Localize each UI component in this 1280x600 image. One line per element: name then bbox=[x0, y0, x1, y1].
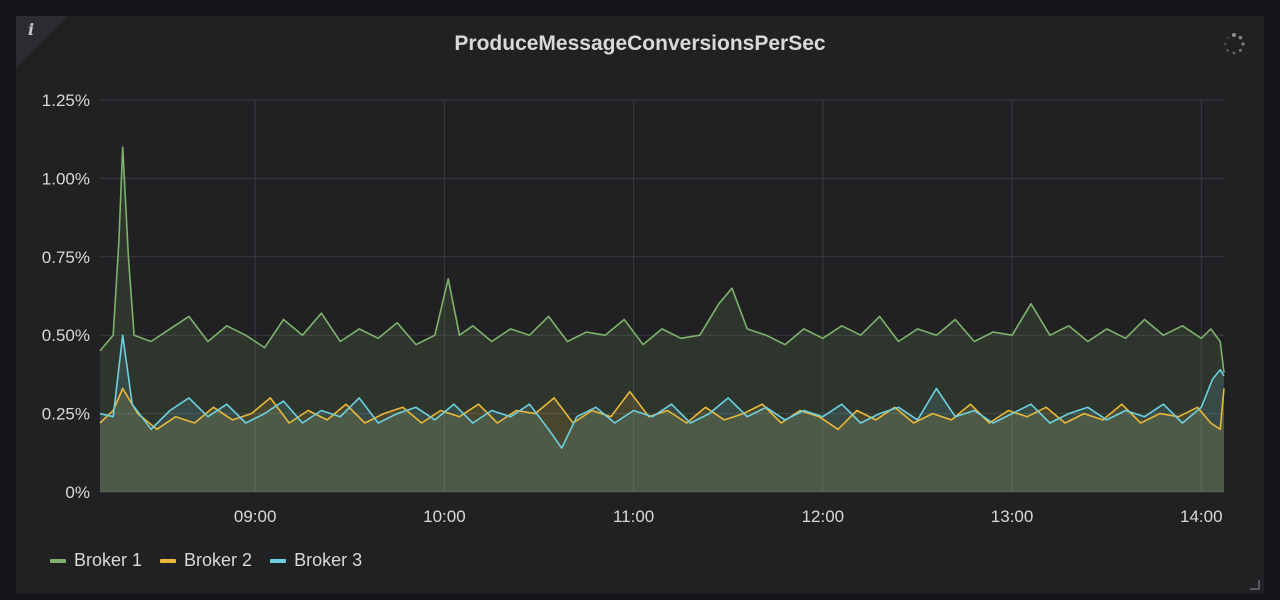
series-area-1 bbox=[100, 147, 1224, 492]
y-tick-label: 1.25% bbox=[42, 91, 90, 110]
x-tick-label: 13:00 bbox=[991, 507, 1034, 526]
spinner-icon bbox=[1223, 33, 1245, 55]
legend-swatch bbox=[270, 558, 287, 563]
x-tick-label: 11:00 bbox=[613, 507, 654, 526]
info-icon[interactable]: i bbox=[28, 20, 35, 39]
series-area-2 bbox=[100, 388, 1224, 492]
legend-swatch bbox=[160, 558, 177, 563]
legend-item-broker-2[interactable]: Broker 2 bbox=[160, 550, 252, 571]
y-tick-label: 0.25% bbox=[42, 405, 90, 424]
x-tick-label: 09:00 bbox=[234, 507, 277, 526]
legend: Broker 1 Broker 2 Broker 3 bbox=[50, 550, 362, 571]
legend-item-broker-1[interactable]: Broker 1 bbox=[50, 550, 142, 571]
x-tick-label: 12:00 bbox=[802, 507, 845, 526]
resize-handle[interactable] bbox=[1250, 580, 1260, 590]
graph-panel: i ProduceMessageConversionsPerSec 0% 0.25… bbox=[16, 16, 1264, 594]
panel-title[interactable]: ProduceMessageConversionsPerSec bbox=[454, 32, 826, 55]
y-tick-label: 0% bbox=[65, 483, 90, 502]
x-tick-label: 10:00 bbox=[423, 507, 466, 526]
legend-label: Broker 2 bbox=[184, 550, 253, 570]
info-corner[interactable] bbox=[16, 16, 68, 68]
legend-swatch bbox=[50, 558, 66, 563]
legend-label: Broker 1 bbox=[74, 550, 143, 570]
y-tick-label: 1.00% bbox=[42, 169, 90, 188]
x-tick-label: 14:00 bbox=[1180, 507, 1223, 526]
series-line-3[interactable] bbox=[99, 334, 1225, 449]
series-line-1[interactable] bbox=[99, 146, 1225, 373]
y-tick-label: 0.75% bbox=[42, 248, 90, 267]
y-tick-label: 0.50% bbox=[42, 326, 90, 345]
legend-label: Broker 3 bbox=[294, 550, 363, 570]
legend-item-broker-3[interactable]: Broker 3 bbox=[270, 550, 362, 571]
chart: 0% 0.25% 0.50% 0.75% 1.00% 1.25% 09:00 10:00 11… bbox=[42, 91, 1225, 526]
series-area-3 bbox=[100, 335, 1224, 492]
